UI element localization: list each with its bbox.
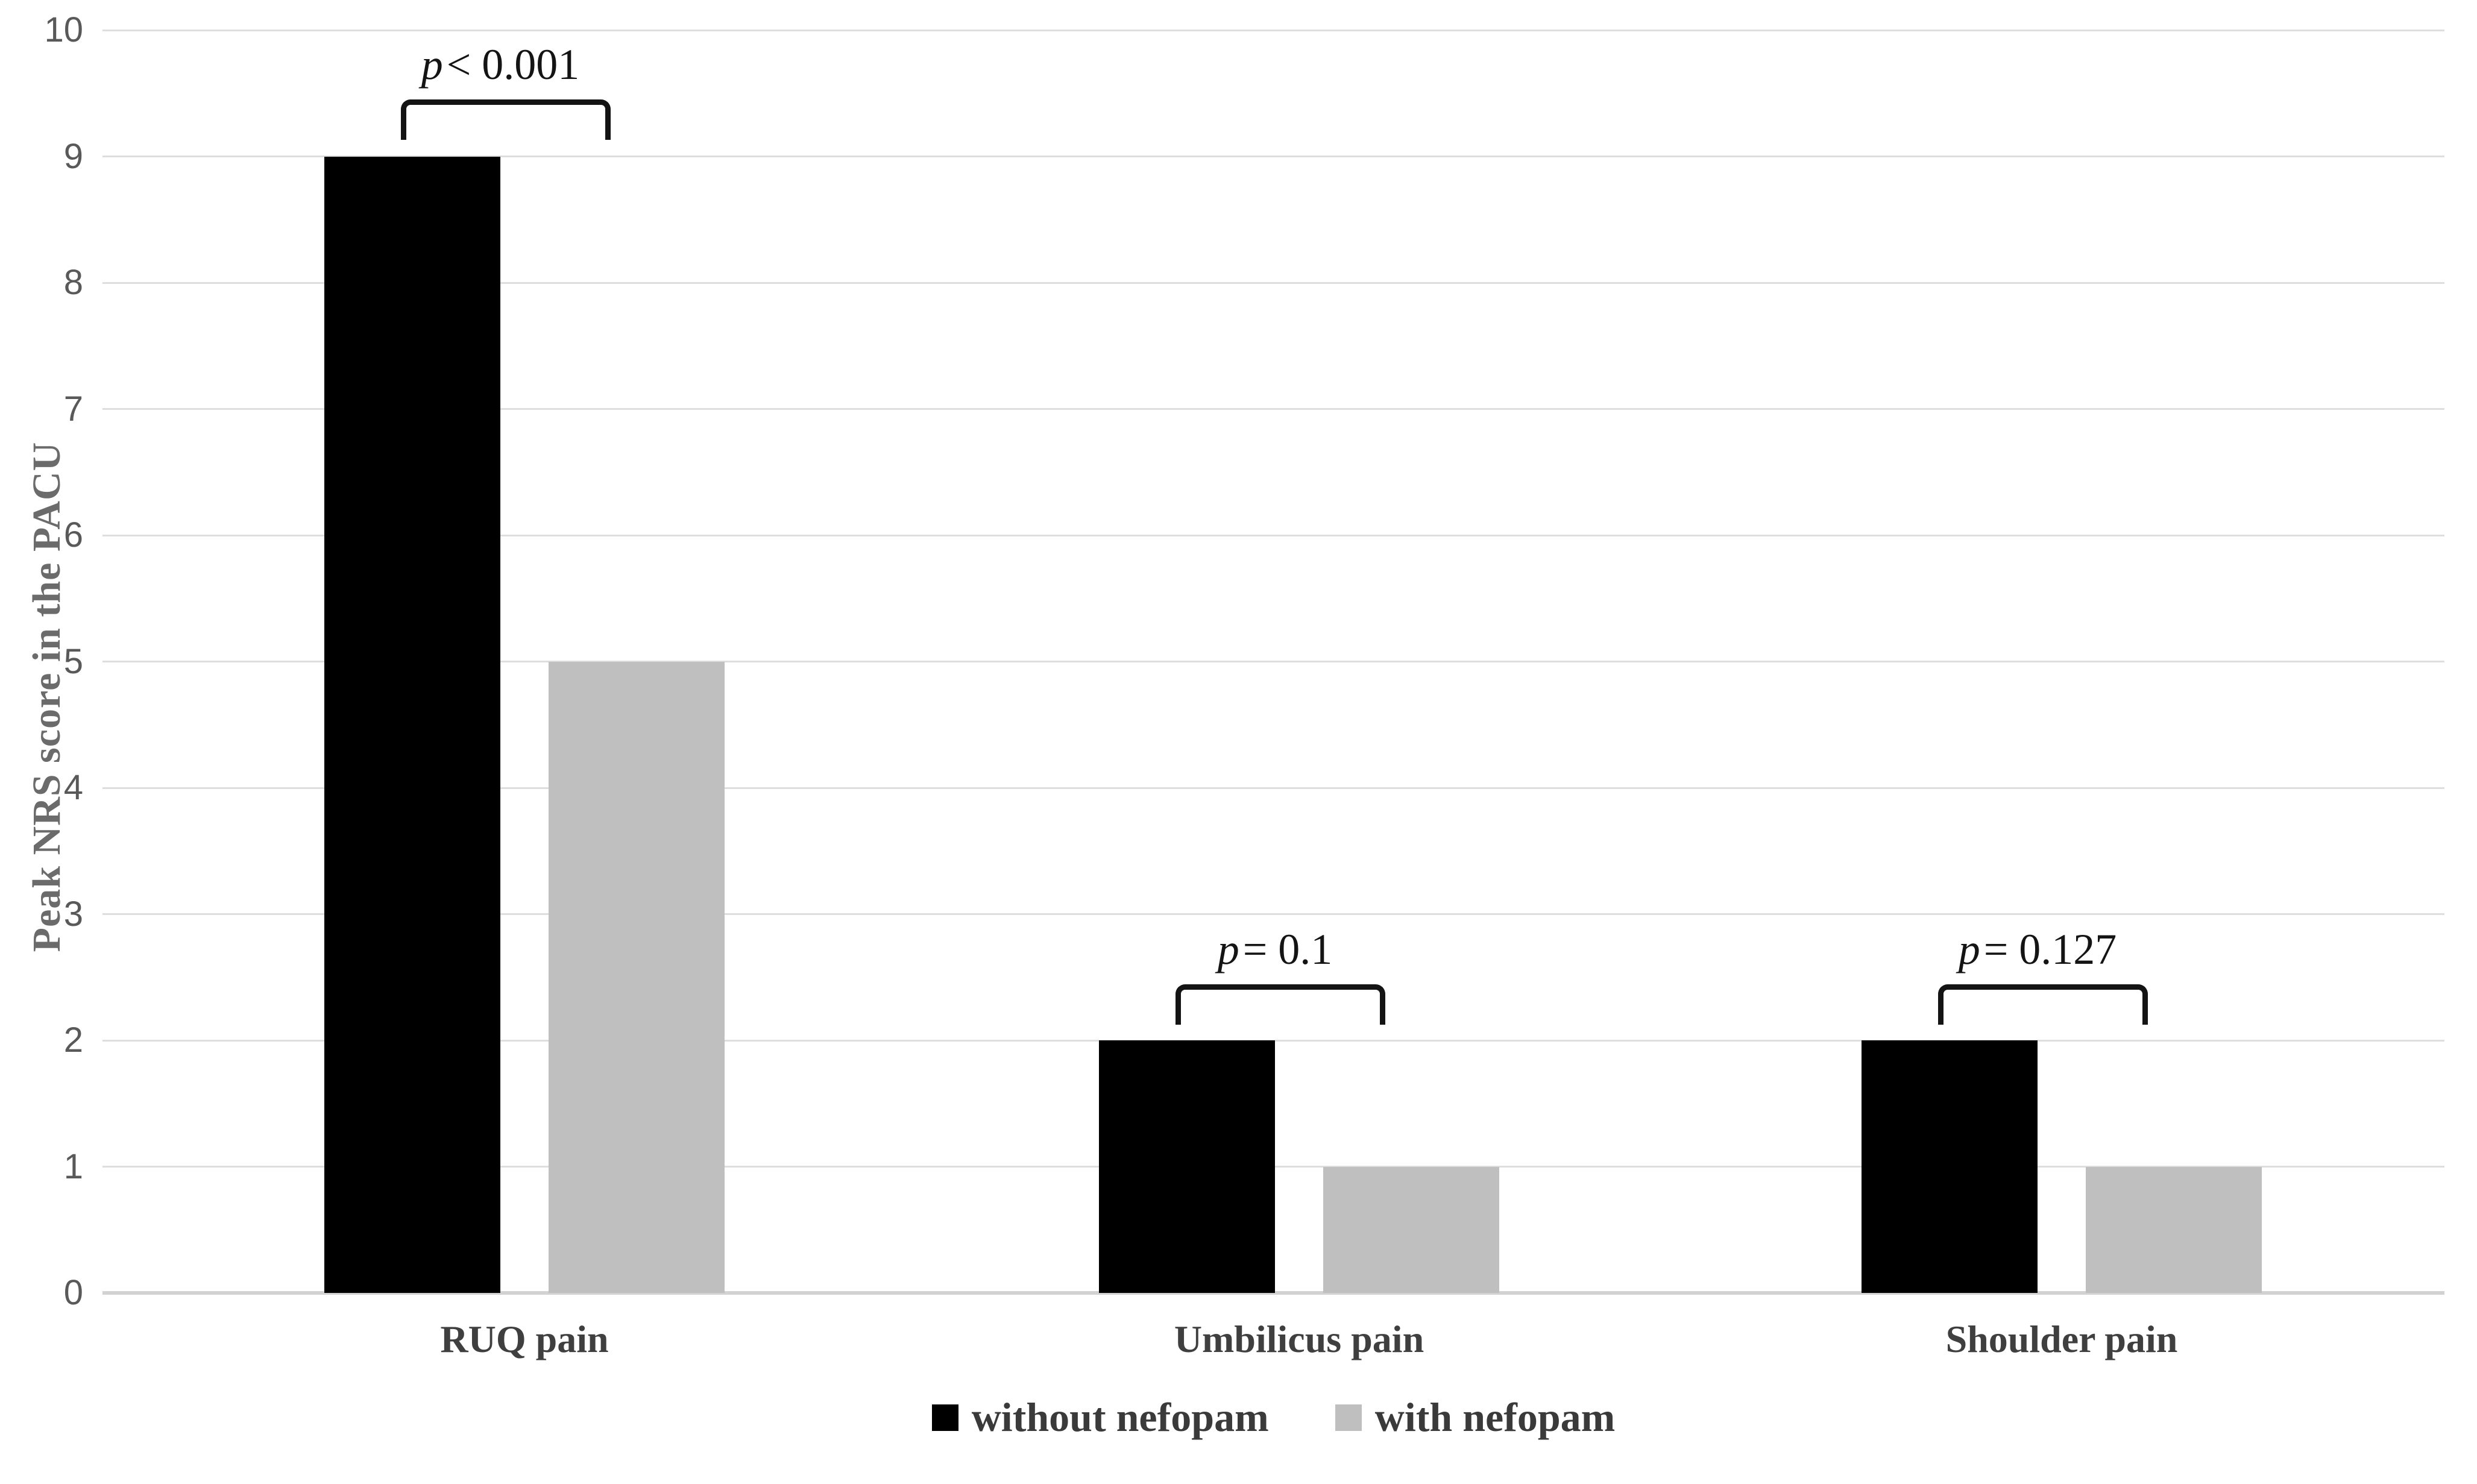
significance-bracket-shoulder-pain (1938, 984, 2148, 1025)
y-tick-label-6: 6 (63, 515, 83, 555)
significance-bracket-ruq-pain (401, 99, 611, 140)
gridline-3 (102, 913, 2444, 915)
category-label-umbilicus-pain: Umbilicus pain (1174, 1318, 1424, 1360)
gridline-9 (102, 156, 2444, 157)
bar-without-nefopam-shoulder-pain (1862, 1040, 2038, 1293)
y-tick-label-4: 4 (63, 768, 83, 807)
y-axis-title: Peak NRS score in the PACU (25, 441, 69, 952)
y-tick-label-10: 10 (44, 10, 83, 49)
significance-bracket-umbilicus-pain (1176, 984, 1385, 1025)
gridline-0 (102, 1291, 2444, 1295)
gridline-4 (102, 787, 2444, 789)
legend-item-with-nefopam: with nefopam (1335, 1394, 1616, 1441)
category-label-ruq-pain: RUQ pain (440, 1318, 609, 1360)
legend-marker-without-nefopam-icon (931, 1404, 958, 1431)
y-tick-label-1: 1 (63, 1146, 83, 1186)
category-label-shoulder-pain: Shoulder pain (1945, 1318, 2178, 1360)
bar-without-nefopam-umbilicus-pain (1099, 1040, 1275, 1293)
bar-without-nefopam-ruq-pain (324, 156, 500, 1293)
p-value-label-shoulder-pain: p= 0.127 (1958, 925, 2117, 973)
gridline-8 (102, 281, 2444, 284)
y-tick-label-3: 3 (63, 894, 83, 934)
plot-area: p< 0.001 p= 0.1 p= 0.127 (102, 29, 2444, 1295)
legend-label: with nefopam (1374, 1394, 1616, 1440)
legend: without nefopam with nefopam (102, 1394, 2444, 1441)
gridline-7 (102, 408, 2444, 410)
gridline-10 (102, 29, 2444, 31)
legend-item-without-nefopam: without nefopam (931, 1394, 1269, 1441)
gridline-5 (102, 661, 2444, 662)
y-tick-label-0: 0 (63, 1273, 83, 1312)
y-tick-label-9: 9 (63, 136, 83, 176)
p-value-label-umbilicus-pain: p= 0.1 (1217, 925, 1333, 973)
legend-label: without nefopam (971, 1394, 1269, 1440)
y-tick-label-8: 8 (63, 263, 83, 302)
legend-marker-with-nefopam-icon (1335, 1404, 1362, 1431)
bar-with-nefopam-ruq-pain (549, 661, 725, 1293)
bar-with-nefopam-umbilicus-pain (1323, 1166, 1499, 1293)
bar-with-nefopam-shoulder-pain (2086, 1166, 2262, 1293)
y-tick-label-5: 5 (63, 641, 83, 681)
gridline-6 (102, 534, 2444, 536)
y-tick-label-7: 7 (63, 389, 83, 429)
p-value-label-ruq-pain: p< 0.001 (421, 40, 580, 89)
y-tick-label-2: 2 (63, 1020, 83, 1060)
